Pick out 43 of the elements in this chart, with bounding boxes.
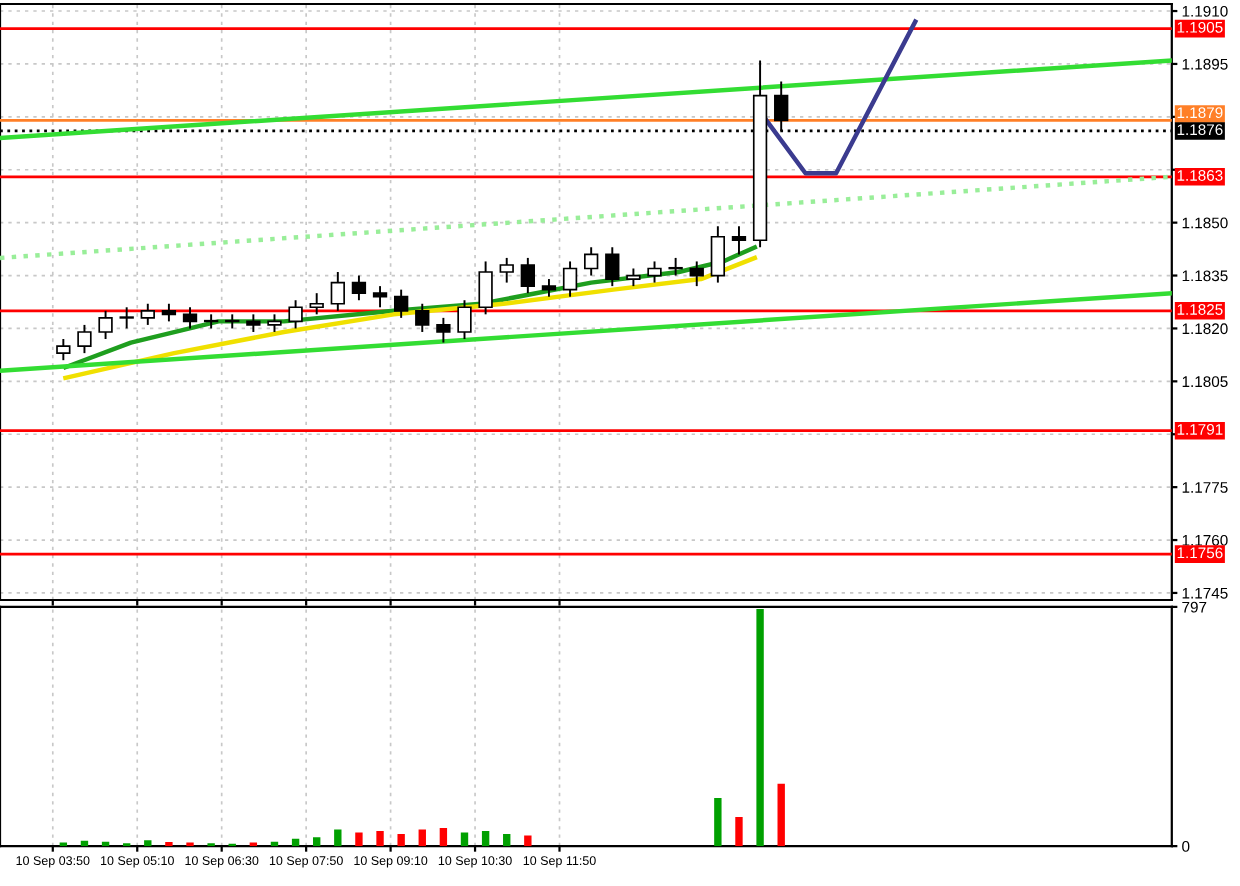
candlestick	[562, 260, 578, 298]
candlestick	[393, 288, 409, 319]
bar	[313, 837, 321, 847]
bar	[144, 840, 152, 847]
bar	[439, 828, 448, 847]
bar	[735, 817, 743, 847]
candlestick	[436, 316, 451, 344]
bar	[460, 832, 469, 847]
bar	[418, 829, 426, 847]
candlestick	[668, 256, 683, 277]
candlestick	[731, 225, 747, 256]
bar	[777, 783, 785, 847]
bar	[355, 832, 363, 847]
candlestick	[182, 306, 198, 330]
candlestick	[457, 299, 472, 340]
bar	[503, 834, 511, 847]
bar	[165, 841, 173, 847]
candlestick	[605, 246, 620, 288]
bar	[481, 831, 490, 847]
candlestick	[98, 309, 113, 340]
candlestick	[647, 260, 662, 284]
candlestick	[584, 246, 599, 277]
candlestick	[689, 260, 704, 288]
candlestick	[710, 225, 726, 284]
candlestick	[478, 260, 493, 316]
bar	[524, 835, 532, 847]
candlestick	[499, 256, 514, 284]
candlestick	[330, 271, 345, 312]
candlestick	[56, 338, 71, 362]
candlestick	[415, 302, 430, 333]
candlestick	[351, 274, 367, 302]
bar	[376, 831, 384, 847]
bar	[334, 829, 342, 847]
candlestick	[140, 302, 155, 326]
candlestick	[119, 306, 134, 330]
candlestick	[309, 292, 324, 316]
bar	[397, 834, 405, 847]
candlestick	[288, 299, 303, 330]
bar	[714, 798, 722, 847]
candlestick	[520, 256, 536, 295]
candlestick	[372, 285, 388, 309]
bar	[756, 609, 764, 847]
candlestick	[77, 323, 92, 355]
